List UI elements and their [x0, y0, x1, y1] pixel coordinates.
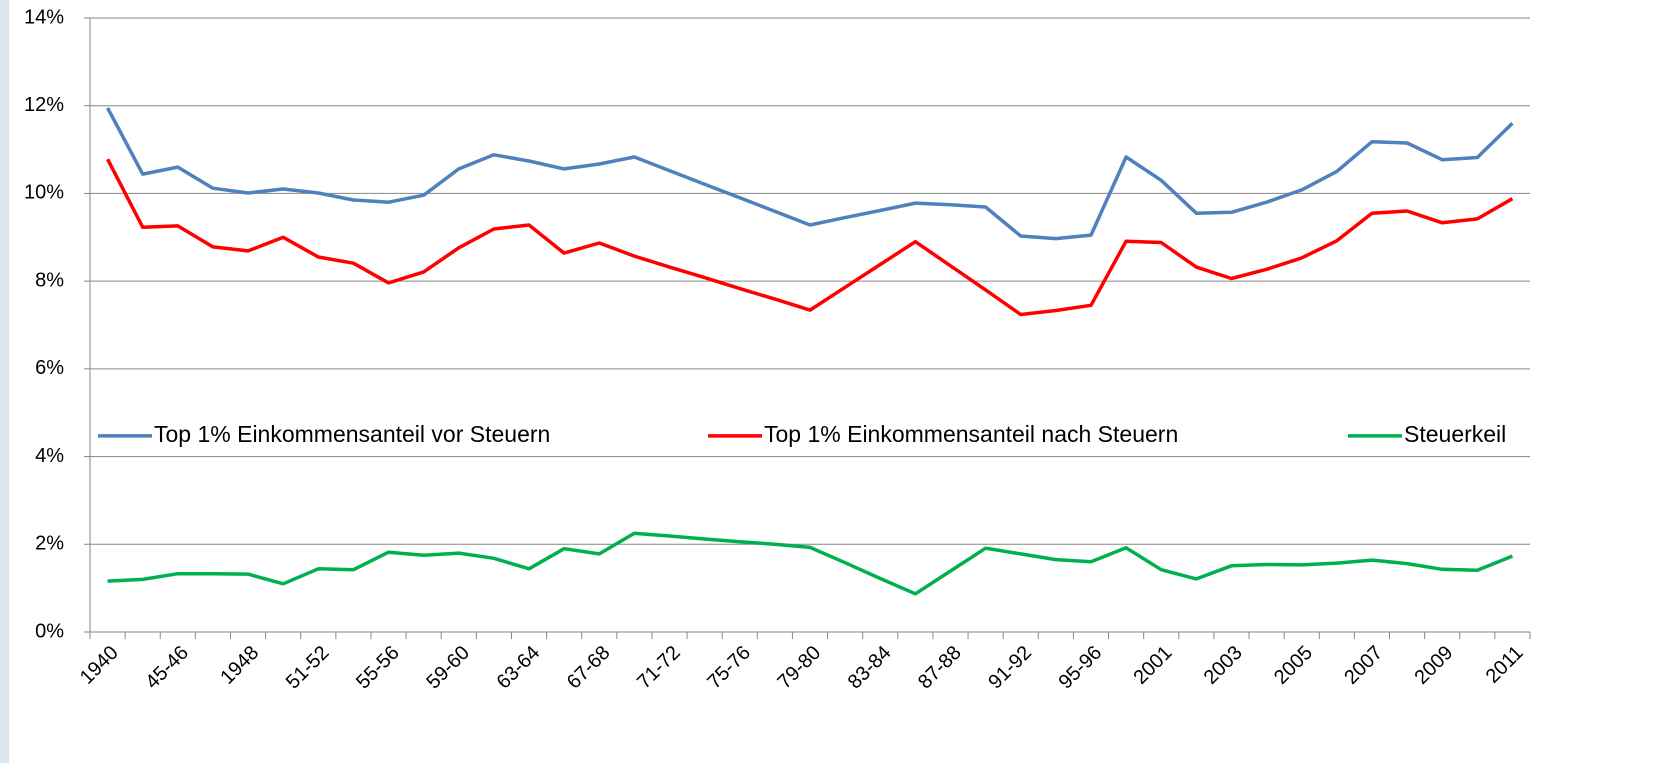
- y-tick-label: 2%: [35, 533, 64, 555]
- x-tick-label: 2003: [1200, 642, 1247, 689]
- x-tick-label: 67-68: [563, 642, 615, 694]
- y-tick-label: 4%: [35, 445, 64, 467]
- y-tick-label: 12%: [24, 94, 64, 116]
- x-tick-label: 2005: [1270, 642, 1317, 689]
- x-tick-label: 83-84: [844, 642, 896, 694]
- x-tick-label: 55-56: [352, 642, 404, 694]
- legend-label: Steuerkeil: [1404, 421, 1506, 447]
- x-tick-label: 59-60: [422, 642, 474, 694]
- x-tick-label: 2011: [1482, 642, 1528, 688]
- x-tick-label: 2001: [1129, 642, 1176, 689]
- x-tick-label: 87-88: [914, 642, 966, 694]
- y-tick-label: 8%: [35, 269, 64, 291]
- x-tick-label: 79-80: [774, 642, 826, 694]
- legend-label: Top 1% Einkommensanteil vor Steuern: [154, 421, 550, 447]
- line-series: [106, 107, 1514, 241]
- line-series: [107, 531, 1514, 596]
- y-tick-label: 6%: [35, 357, 64, 379]
- y-tick-label: 14%: [24, 6, 64, 28]
- legend-label: Top 1% Einkommensanteil nach Steuern: [764, 421, 1178, 447]
- x-tick-label: 1940: [76, 642, 123, 689]
- y-tick-label: 0%: [35, 620, 64, 642]
- x-tick-label: 91-92: [984, 642, 1036, 694]
- side-strip: [0, 0, 9, 763]
- x-tick-label: 75-76: [703, 642, 755, 694]
- x-tick-label: 45-46: [141, 642, 193, 694]
- y-tick-label: 10%: [24, 182, 64, 204]
- x-tick-label: 1948: [216, 642, 263, 689]
- x-tick-label: 63-64: [493, 642, 545, 694]
- x-tick-label: 95-96: [1055, 642, 1107, 694]
- x-tick-label: 71-72: [633, 642, 685, 694]
- x-tick-label: 2009: [1410, 642, 1457, 689]
- x-tick-label: 2007: [1340, 642, 1387, 689]
- x-tick-label: 51-52: [282, 642, 334, 694]
- line-series: [106, 158, 1514, 317]
